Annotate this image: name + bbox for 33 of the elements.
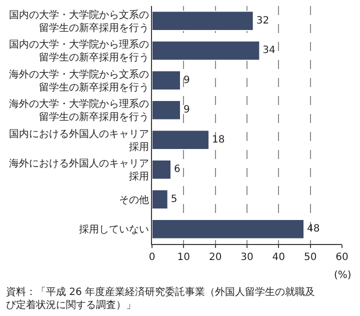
data-label: 9: [184, 74, 190, 86]
bar: [152, 70, 181, 91]
data-label: 9: [184, 104, 190, 116]
y-tick-label: その他: [119, 194, 149, 206]
bar: [152, 40, 260, 61]
y-tick-label: 国内の大学・大学院から理系の留学生の新卒採用を行う: [9, 38, 149, 64]
data-label: 5: [170, 194, 178, 205]
x-tick-label: 40: [272, 252, 286, 263]
x-tick-label: 30: [240, 252, 254, 263]
y-tick-label: 海外における外国人のキャリア採用: [9, 158, 149, 183]
y-tick-label: 採用していない: [79, 224, 149, 236]
bar: [152, 189, 168, 210]
data-label: 48: [307, 224, 320, 235]
y-tick-label: 国内における外国人のキャリア採用: [9, 128, 149, 153]
x-tick-label: 10: [177, 252, 190, 263]
y-tick-label: 海外の大学・大学院から文系の留学生の新卒採用を行う: [9, 68, 149, 94]
bar: [152, 159, 172, 180]
x-tick-label: 60: [336, 252, 348, 263]
x-tick-label: 0: [148, 252, 156, 263]
bar: [152, 100, 181, 120]
data-label: 32: [256, 15, 270, 26]
data-label: 34: [262, 45, 276, 56]
bar: [152, 10, 254, 32]
data-label: 18: [212, 134, 225, 146]
x-tick-label: 20: [208, 252, 222, 263]
data-label: 6: [174, 164, 180, 176]
y-tick-label: 国内の大学・大学院から文系の留学生の新卒採用を行う: [9, 8, 149, 34]
bar: [152, 130, 210, 150]
bar: [152, 218, 304, 240]
x-tick-label: 50: [304, 252, 317, 263]
y-tick-label: 海外の大学・大学院から理系の留学生の新卒採用を行う: [9, 98, 149, 124]
x-axis-title: (%): [334, 270, 352, 281]
text: 資料：「平成 26 年度産業経済研究委託事業（外国人留学生の就職及び定着状況に関する調査）」: [6, 286, 316, 311]
